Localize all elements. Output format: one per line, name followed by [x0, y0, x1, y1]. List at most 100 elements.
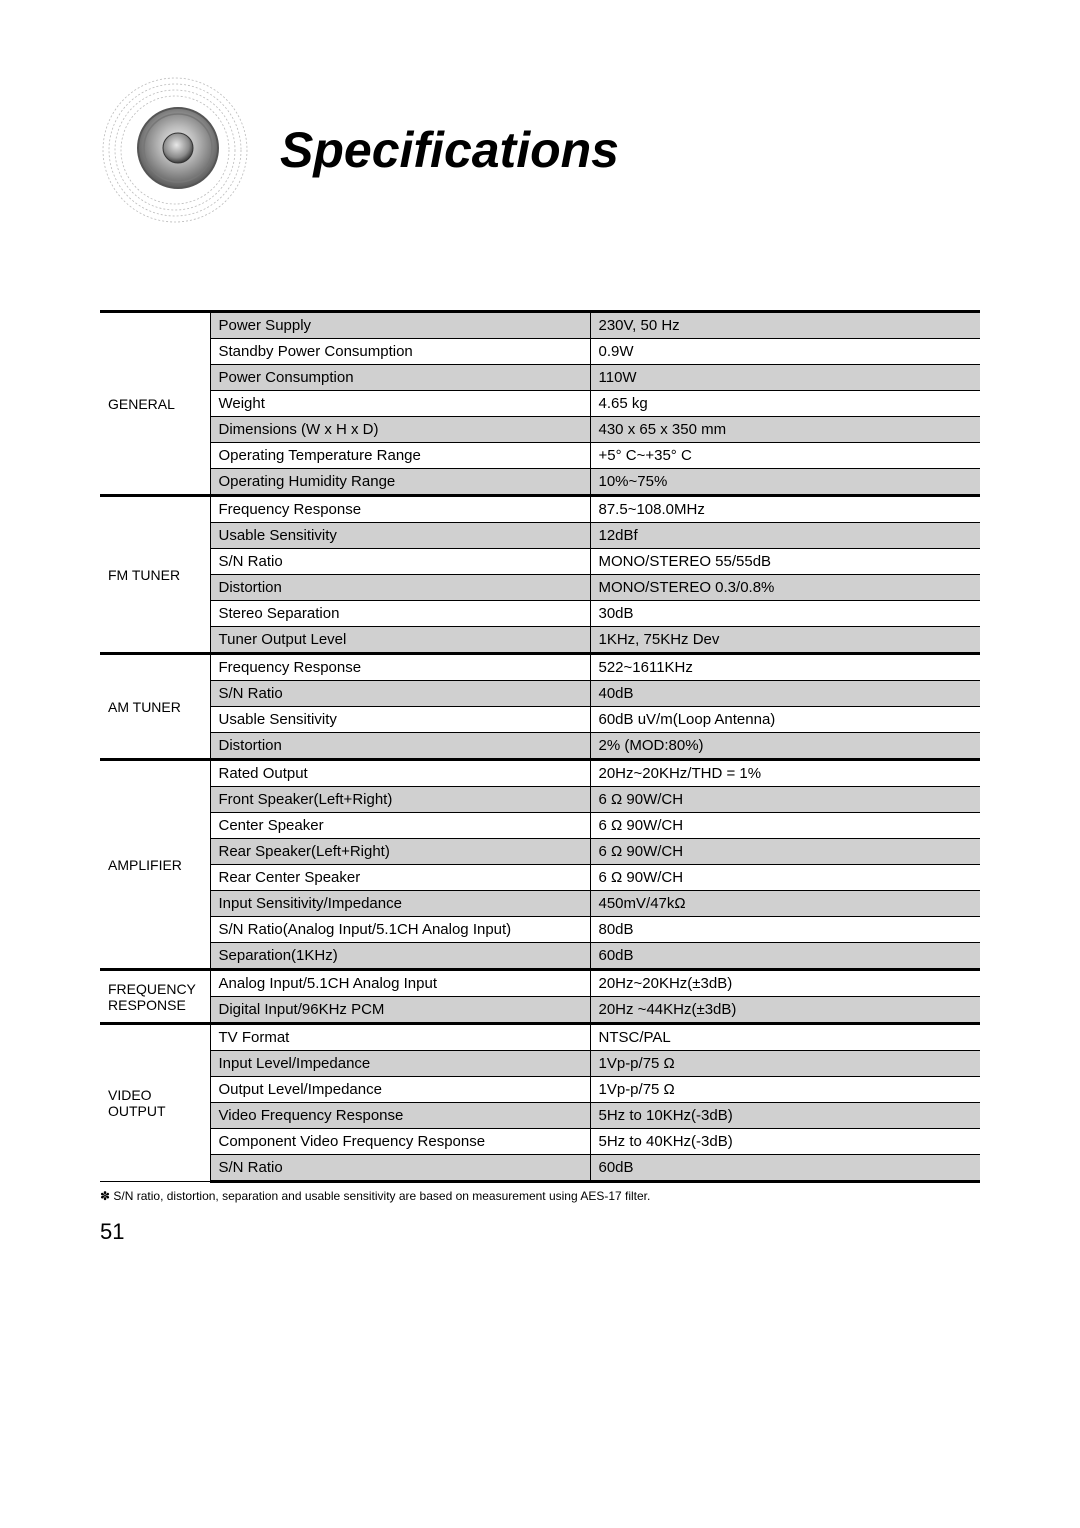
- spec-value: 60dB uV/m(Loop Antenna): [590, 707, 980, 733]
- spec-label: Standby Power Consumption: [210, 339, 590, 365]
- spec-label: Video Frequency Response: [210, 1103, 590, 1129]
- spec-value: 40dB: [590, 681, 980, 707]
- table-row: AM TUNERFrequency Response522~1611KHz: [100, 654, 980, 681]
- table-row: Input Level/Impedance1Vp-p/75 Ω: [100, 1051, 980, 1077]
- category-cell: FREQUENCY RESPONSE: [100, 970, 210, 1024]
- spec-label: Distortion: [210, 733, 590, 760]
- table-row: S/N Ratio(Analog Input/5.1CH Analog Inpu…: [100, 917, 980, 943]
- spec-label: S/N Ratio(Analog Input/5.1CH Analog Inpu…: [210, 917, 590, 943]
- spec-value: 6 Ω 90W/CH: [590, 865, 980, 891]
- table-row: Rear Speaker(Left+Right)6 Ω 90W/CH: [100, 839, 980, 865]
- table-row: S/N Ratio60dB: [100, 1155, 980, 1182]
- spec-label: Power Supply: [210, 312, 590, 339]
- spec-label: Operating Humidity Range: [210, 469, 590, 496]
- spec-value: NTSC/PAL: [590, 1024, 980, 1051]
- table-row: Tuner Output Level1KHz, 75KHz Dev: [100, 627, 980, 654]
- category-cell: GENERAL: [100, 312, 210, 496]
- spec-label: Rated Output: [210, 760, 590, 787]
- page-title: Specifications: [280, 121, 619, 179]
- category-cell: AMPLIFIER: [100, 760, 210, 970]
- table-row: DistortionMONO/STEREO 0.3/0.8%: [100, 575, 980, 601]
- spec-table: GENERALPower Supply230V, 50 HzStandby Po…: [100, 310, 980, 1183]
- table-row: FREQUENCY RESPONSEAnalog Input/5.1CH Ana…: [100, 970, 980, 997]
- table-row: Component Video Frequency Response5Hz to…: [100, 1129, 980, 1155]
- spec-value: 12dBf: [590, 523, 980, 549]
- table-row: Standby Power Consumption0.9W: [100, 339, 980, 365]
- table-row: Stereo Separation30dB: [100, 601, 980, 627]
- spec-value: MONO/STEREO 0.3/0.8%: [590, 575, 980, 601]
- spec-value: 10%~75%: [590, 469, 980, 496]
- spec-label: Digital Input/96KHz PCM: [210, 997, 590, 1024]
- spec-value: 1KHz, 75KHz Dev: [590, 627, 980, 654]
- spec-value: 0.9W: [590, 339, 980, 365]
- spec-label: Input Sensitivity/Impedance: [210, 891, 590, 917]
- footnote: ✽ S/N ratio, distortion, separation and …: [100, 1189, 980, 1205]
- spec-value: 60dB: [590, 1155, 980, 1182]
- spec-label: Distortion: [210, 575, 590, 601]
- spec-label: Dimensions (W x H x D): [210, 417, 590, 443]
- spec-value: 5Hz to 40KHz(-3dB): [590, 1129, 980, 1155]
- table-row: Operating Temperature Range+5° C~+35° C: [100, 443, 980, 469]
- table-row: Video Frequency Response5Hz to 10KHz(-3d…: [100, 1103, 980, 1129]
- spec-value: 4.65 kg: [590, 391, 980, 417]
- spec-label: Frequency Response: [210, 654, 590, 681]
- spec-label: Analog Input/5.1CH Analog Input: [210, 970, 590, 997]
- table-row: Rear Center Speaker6 Ω 90W/CH: [100, 865, 980, 891]
- spec-label: S/N Ratio: [210, 549, 590, 575]
- table-row: Usable Sensitivity60dB uV/m(Loop Antenna…: [100, 707, 980, 733]
- spec-value: 522~1611KHz: [590, 654, 980, 681]
- category-cell: FM TUNER: [100, 496, 210, 654]
- spec-label: Separation(1KHz): [210, 943, 590, 970]
- table-row: Distortion2% (MOD:80%): [100, 733, 980, 760]
- table-row: Separation(1KHz)60dB: [100, 943, 980, 970]
- spec-value: 450mV/47kΩ: [590, 891, 980, 917]
- page-number: 51: [100, 1219, 124, 1245]
- spec-value: 6 Ω 90W/CH: [590, 839, 980, 865]
- spec-value: 20Hz~20KHz(±3dB): [590, 970, 980, 997]
- category-cell: AM TUNER: [100, 654, 210, 760]
- spec-value: 1Vp-p/75 Ω: [590, 1051, 980, 1077]
- spec-label: Input Level/Impedance: [210, 1051, 590, 1077]
- table-row: Usable Sensitivity12dBf: [100, 523, 980, 549]
- spec-value: 60dB: [590, 943, 980, 970]
- spec-label: TV Format: [210, 1024, 590, 1051]
- table-row: Input Sensitivity/Impedance450mV/47kΩ: [100, 891, 980, 917]
- spec-label: Component Video Frequency Response: [210, 1129, 590, 1155]
- spec-label: Power Consumption: [210, 365, 590, 391]
- header: Specifications: [100, 70, 980, 230]
- spec-value: 87.5~108.0MHz: [590, 496, 980, 523]
- table-row: Output Level/Impedance1Vp-p/75 Ω: [100, 1077, 980, 1103]
- table-row: S/N Ratio40dB: [100, 681, 980, 707]
- spec-label: Tuner Output Level: [210, 627, 590, 654]
- spec-value: 80dB: [590, 917, 980, 943]
- spec-value: 1Vp-p/75 Ω: [590, 1077, 980, 1103]
- spec-value: +5° C~+35° C: [590, 443, 980, 469]
- spec-value: 20Hz ~44KHz(±3dB): [590, 997, 980, 1024]
- table-row: S/N RatioMONO/STEREO 55/55dB: [100, 549, 980, 575]
- spec-label: Weight: [210, 391, 590, 417]
- table-row: Digital Input/96KHz PCM20Hz ~44KHz(±3dB): [100, 997, 980, 1024]
- page: Specifications GENERALPower Supply230V, …: [0, 0, 1080, 1265]
- spec-label: Rear Speaker(Left+Right): [210, 839, 590, 865]
- spec-value: MONO/STEREO 55/55dB: [590, 549, 980, 575]
- spec-label: Stereo Separation: [210, 601, 590, 627]
- table-row: Dimensions (W x H x D)430 x 65 x 350 mm: [100, 417, 980, 443]
- spec-label: Usable Sensitivity: [210, 707, 590, 733]
- spec-label: Front Speaker(Left+Right): [210, 787, 590, 813]
- table-row: Center Speaker6 Ω 90W/CH: [100, 813, 980, 839]
- spec-value: 30dB: [590, 601, 980, 627]
- table-row: Power Consumption110W: [100, 365, 980, 391]
- spec-label: Frequency Response: [210, 496, 590, 523]
- table-row: Front Speaker(Left+Right)6 Ω 90W/CH: [100, 787, 980, 813]
- spec-value: 430 x 65 x 350 mm: [590, 417, 980, 443]
- spec-value: 110W: [590, 365, 980, 391]
- spec-value: 230V, 50 Hz: [590, 312, 980, 339]
- table-row: Operating Humidity Range10%~75%: [100, 469, 980, 496]
- spec-label: Usable Sensitivity: [210, 523, 590, 549]
- spec-value: 6 Ω 90W/CH: [590, 813, 980, 839]
- table-row: FM TUNERFrequency Response87.5~108.0MHz: [100, 496, 980, 523]
- spec-value: 20Hz~20KHz/THD = 1%: [590, 760, 980, 787]
- spec-label: Rear Center Speaker: [210, 865, 590, 891]
- spec-value: 6 Ω 90W/CH: [590, 787, 980, 813]
- table-row: VIDEO OUTPUTTV FormatNTSC/PAL: [100, 1024, 980, 1051]
